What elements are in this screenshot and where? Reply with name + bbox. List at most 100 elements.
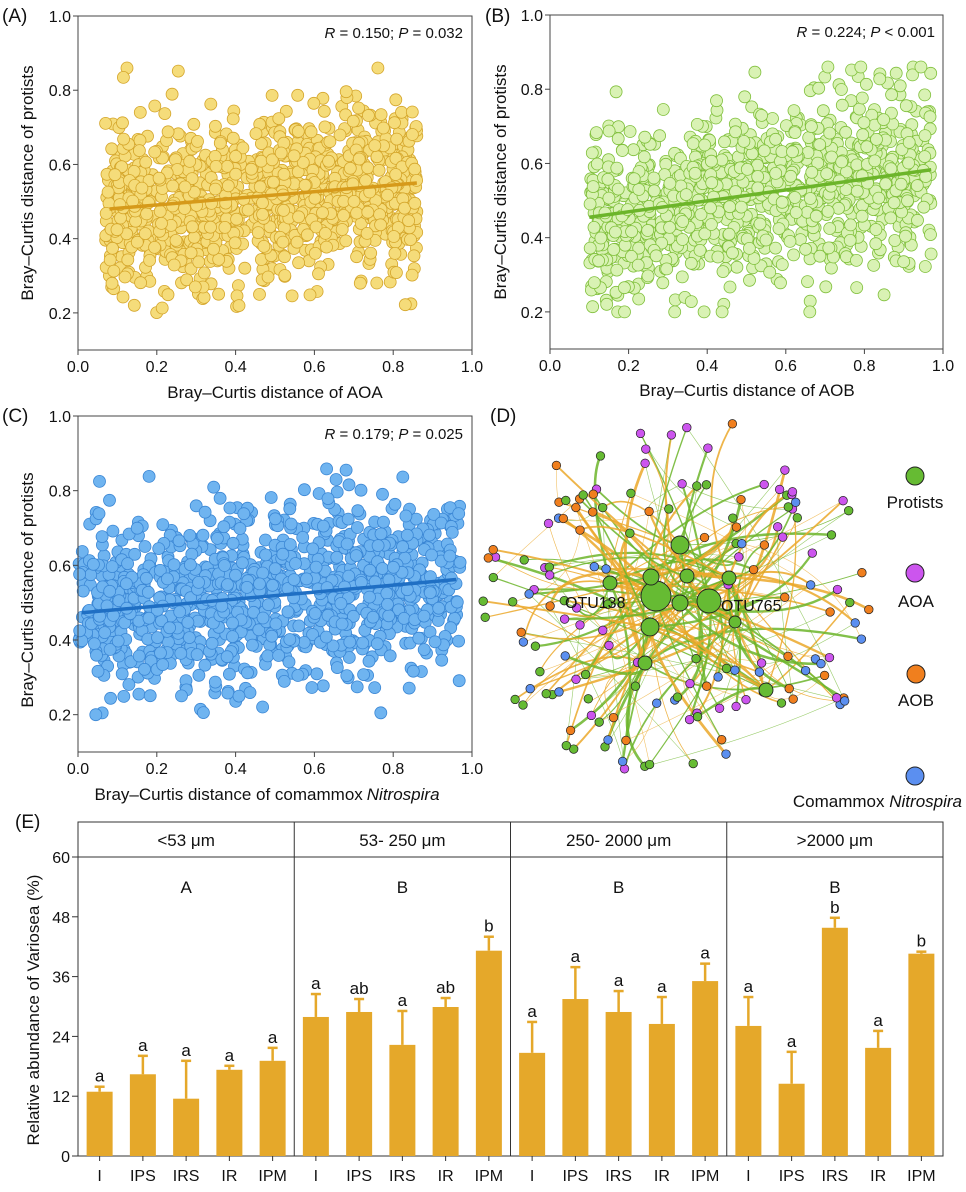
scatter-point xyxy=(107,264,121,278)
scatter-point xyxy=(404,233,417,247)
scatter-point xyxy=(143,253,157,267)
x-tick-label: 0.4 xyxy=(224,359,246,376)
scatter-point xyxy=(148,99,162,113)
scatter-point xyxy=(376,487,389,501)
significance-letter: a xyxy=(614,971,624,990)
network-node xyxy=(857,568,867,578)
scatter-point xyxy=(609,85,623,99)
scatter-point xyxy=(223,501,237,515)
stat-p-label: P xyxy=(398,25,408,42)
scatter-point xyxy=(192,668,206,682)
scatter-point xyxy=(809,209,823,223)
scatter-point xyxy=(753,217,767,231)
network-node xyxy=(691,654,701,664)
scatter-point xyxy=(586,300,599,314)
stat-r-label: R xyxy=(325,25,336,42)
network-node xyxy=(524,589,534,599)
y-tick-label: 12 xyxy=(52,1089,70,1106)
y-tick-label: 1.0 xyxy=(49,409,71,426)
scatter-point xyxy=(405,105,419,119)
network-node xyxy=(840,696,850,706)
y-tick-label: 36 xyxy=(52,970,70,987)
facet-group-letter: B xyxy=(397,878,408,897)
scatter-point xyxy=(343,635,357,649)
panel-label-b: (B) xyxy=(485,6,510,27)
network-edge xyxy=(556,465,560,503)
scatter-point xyxy=(600,297,614,311)
network-node xyxy=(518,700,528,710)
scatter-points-a xyxy=(99,61,424,320)
scatter-point xyxy=(641,269,655,283)
scatter-point xyxy=(376,121,390,135)
scatter-point xyxy=(897,255,911,269)
scatter-point xyxy=(265,629,279,643)
scatter-point xyxy=(361,161,375,175)
scatter-point xyxy=(360,226,374,240)
scatter-point xyxy=(283,633,297,646)
network-node xyxy=(488,545,498,555)
scatter-point xyxy=(911,213,924,227)
scatter-point xyxy=(253,180,267,194)
scatter-point xyxy=(187,230,201,244)
scatter-point xyxy=(799,242,812,256)
scatter-point xyxy=(389,168,403,181)
bar xyxy=(173,1098,200,1156)
scatter-point xyxy=(349,549,363,562)
scatter-point xyxy=(132,687,146,701)
network-node xyxy=(756,658,767,668)
scatter-point xyxy=(361,109,375,122)
scatter-point xyxy=(705,218,718,231)
scatter-point xyxy=(268,512,282,526)
scatter-point xyxy=(803,294,817,308)
scatter-point xyxy=(787,104,801,117)
y-tick-label: 0.8 xyxy=(49,484,71,501)
network-node xyxy=(571,502,581,513)
scatter-point xyxy=(276,235,290,249)
scatter-point xyxy=(877,113,890,126)
scatter-point xyxy=(191,134,204,148)
scatter-point xyxy=(171,64,185,78)
facet-group-letter: B xyxy=(829,878,840,897)
scatter-point xyxy=(291,124,305,138)
y-axis-title-c: Bray–Curtis distance of protists xyxy=(18,472,37,707)
y-tick-label: 0.8 xyxy=(49,83,71,100)
network-node xyxy=(806,580,816,590)
network-node xyxy=(727,419,738,429)
network-node xyxy=(652,698,662,708)
scatter-point xyxy=(73,624,87,638)
scatter-point xyxy=(226,630,239,643)
scatter-point xyxy=(769,132,782,146)
scatter-point xyxy=(309,560,323,574)
scatter-point xyxy=(229,149,243,163)
scatter-point xyxy=(354,217,368,230)
scatter-point xyxy=(585,146,599,160)
scatter-point xyxy=(590,126,603,140)
scatter-point xyxy=(283,538,297,551)
scatter-point xyxy=(183,529,197,542)
scatter-point xyxy=(154,646,167,660)
scatter-point xyxy=(337,209,350,222)
scatter-point xyxy=(352,152,366,166)
scatter-point xyxy=(380,586,394,600)
y-tick-label: 1.0 xyxy=(521,8,543,25)
x-tick-label: IPS xyxy=(130,1168,156,1185)
scatter-point xyxy=(452,507,466,520)
scatter-point xyxy=(318,120,332,134)
network-node xyxy=(788,694,798,704)
network-node xyxy=(780,465,790,475)
bar xyxy=(908,953,935,1156)
scatter-point xyxy=(156,658,170,671)
network-node xyxy=(864,604,874,615)
scatter-point xyxy=(722,227,736,241)
network-node xyxy=(635,428,646,439)
scatter-point xyxy=(207,242,220,256)
x-tick-label: IPS xyxy=(562,1168,588,1185)
scatter-point xyxy=(398,298,412,312)
y-tick-label: 0.2 xyxy=(49,708,71,725)
scatter-point xyxy=(251,226,265,240)
scatter-point xyxy=(698,138,712,152)
scatter-point xyxy=(825,261,838,275)
scatter-point xyxy=(256,611,270,625)
network-node xyxy=(519,555,529,565)
network-node xyxy=(664,504,674,514)
